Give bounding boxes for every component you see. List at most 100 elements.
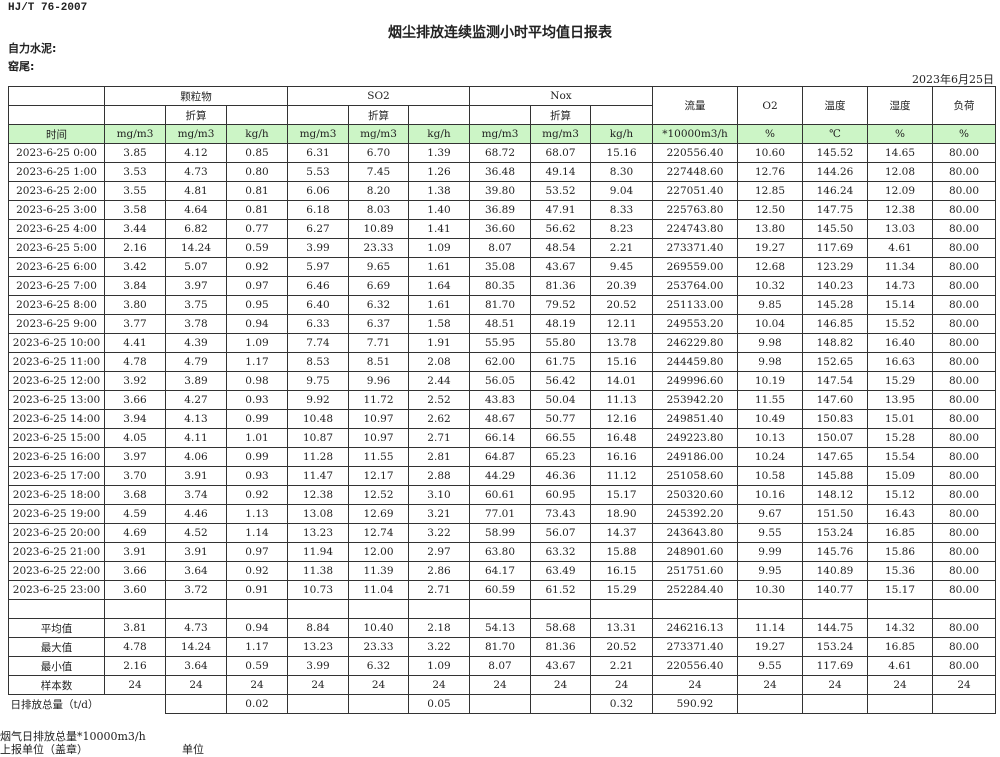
value-cell: 4.59 <box>104 504 166 524</box>
value-cell: 148.82 <box>802 333 868 353</box>
summary-value: 3.99 <box>287 656 349 676</box>
value-cell: 0.92 <box>226 485 288 505</box>
time-cell: 2023-6-25 1:00 <box>8 162 105 182</box>
value-cell: 3.42 <box>104 257 166 277</box>
time-cell: 2023-6-25 17:00 <box>8 466 105 486</box>
value-cell: 10.87 <box>287 428 349 448</box>
value-cell: 0.92 <box>226 561 288 581</box>
value-cell: 6.33 <box>287 314 349 334</box>
blank-cell <box>469 599 531 619</box>
value-cell: 12.11 <box>590 314 653 334</box>
value-cell: 11.34 <box>867 257 933 277</box>
value-cell: 36.48 <box>469 162 531 182</box>
summary-value: 81.36 <box>530 637 591 657</box>
value-cell: 80.00 <box>932 333 996 353</box>
value-cell: 248901.60 <box>652 542 738 562</box>
value-cell: 1.14 <box>226 523 288 543</box>
header-humidity: 湿度 <box>867 86 933 125</box>
value-cell: 3.94 <box>104 409 166 429</box>
value-cell: 80.00 <box>932 561 996 581</box>
summary-value: 3.81 <box>104 618 166 638</box>
value-cell: 3.91 <box>165 466 227 486</box>
summary-value: 80.00 <box>932 618 996 638</box>
value-cell: 11.55 <box>737 390 803 410</box>
value-cell: 8.51 <box>348 352 409 372</box>
value-cell: 145.28 <box>802 295 868 315</box>
header-converted: 折算 <box>530 105 591 125</box>
value-cell: 117.69 <box>802 238 868 258</box>
value-cell: 1.26 <box>408 162 470 182</box>
kiln-label: 窑尾: <box>8 60 35 73</box>
blank-cell <box>530 599 591 619</box>
value-cell: 152.65 <box>802 352 868 372</box>
reporting-unit-label: 上报单位（盖章） <box>0 743 88 756</box>
summary-value: 24 <box>348 675 409 695</box>
value-cell: 1.38 <box>408 181 470 201</box>
value-cell: 0.98 <box>226 371 288 391</box>
value-cell: 3.89 <box>165 371 227 391</box>
value-cell: 9.95 <box>737 561 803 581</box>
header-blank <box>469 105 531 125</box>
unit-cell: ℃ <box>802 124 868 144</box>
daily-total-value: 590.92 <box>652 694 738 714</box>
value-cell: 73.43 <box>530 504 591 524</box>
header-load: 负荷 <box>932 86 996 125</box>
value-cell: 80.00 <box>932 257 996 277</box>
value-cell: 0.85 <box>226 143 288 163</box>
value-cell: 4.12 <box>165 143 227 163</box>
value-cell: 9.45 <box>590 257 653 277</box>
table-row: 2023-6-25 17:00 3.70 3.91 0.93 11.47 12.17 2.8… <box>8 466 996 486</box>
value-cell: 80.00 <box>932 162 996 182</box>
value-cell: 12.52 <box>348 485 409 505</box>
value-cell: 13.23 <box>287 523 349 543</box>
unit-cell: 时间 <box>8 124 105 144</box>
value-cell: 140.23 <box>802 276 868 296</box>
value-cell: 62.00 <box>469 352 531 372</box>
value-cell: 2.62 <box>408 409 470 429</box>
value-cell: 8.30 <box>590 162 653 182</box>
summary-label: 样本数 <box>8 675 105 695</box>
value-cell: 249851.40 <box>652 409 738 429</box>
value-cell: 269559.00 <box>652 257 738 277</box>
value-cell: 20.39 <box>590 276 653 296</box>
value-cell: 48.19 <box>530 314 591 334</box>
value-cell: 80.00 <box>932 276 996 296</box>
summary-value: 4.61 <box>867 656 933 676</box>
daily-total-value <box>802 694 868 714</box>
time-cell: 2023-6-25 18:00 <box>8 485 105 505</box>
value-cell: 1.61 <box>408 257 470 277</box>
value-cell: 4.13 <box>165 409 227 429</box>
standard-code: HJ/T 76-2007 <box>8 2 88 14</box>
table-row: 2023-6-25 6:00 3.42 5.07 0.92 5.97 9.65 1.61 35… <box>8 257 996 277</box>
value-cell: 3.22 <box>408 523 470 543</box>
value-cell: 1.58 <box>408 314 470 334</box>
table-row: 2023-6-25 15:00 4.05 4.11 1.01 10.87 10.97 2.7… <box>8 428 996 448</box>
summary-value: 8.84 <box>287 618 349 638</box>
value-cell: 12.17 <box>348 466 409 486</box>
value-cell: 11.55 <box>348 447 409 467</box>
time-cell: 2023-6-25 13:00 <box>8 390 105 410</box>
value-cell: 80.00 <box>932 219 996 239</box>
value-cell: 81.70 <box>469 295 531 315</box>
value-cell: 146.24 <box>802 181 868 201</box>
summary-value: 14.32 <box>867 618 933 638</box>
summary-value: 58.68 <box>530 618 591 638</box>
header-blank <box>590 105 653 125</box>
value-cell: 3.70 <box>104 466 166 486</box>
value-cell: 249553.20 <box>652 314 738 334</box>
value-cell: 0.99 <box>226 409 288 429</box>
summary-value: 153.24 <box>802 637 868 657</box>
value-cell: 64.17 <box>469 561 531 581</box>
value-cell: 14.73 <box>867 276 933 296</box>
time-cell: 2023-6-25 0:00 <box>8 143 105 163</box>
value-cell: 0.77 <box>226 219 288 239</box>
value-cell: 2.86 <box>408 561 470 581</box>
value-cell: 10.60 <box>737 143 803 163</box>
value-cell: 8.23 <box>590 219 653 239</box>
time-cell: 2023-6-25 11:00 <box>8 352 105 372</box>
value-cell: 16.16 <box>590 447 653 467</box>
value-cell: 7.45 <box>348 162 409 182</box>
value-cell: 23.33 <box>348 238 409 258</box>
time-cell: 2023-6-25 12:00 <box>8 371 105 391</box>
value-cell: 8.53 <box>287 352 349 372</box>
